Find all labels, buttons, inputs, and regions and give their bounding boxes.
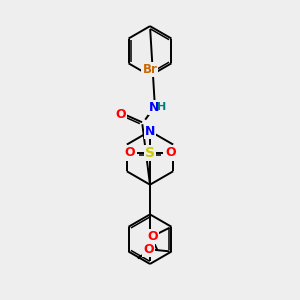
Text: N: N	[149, 101, 159, 114]
Text: S: S	[145, 146, 155, 160]
Text: Br: Br	[142, 63, 158, 76]
Text: O: O	[166, 146, 176, 160]
Text: O: O	[124, 146, 134, 160]
Text: O: O	[143, 243, 154, 256]
Text: N: N	[145, 125, 155, 138]
Text: H: H	[157, 102, 167, 112]
Text: O: O	[147, 230, 158, 243]
Text: O: O	[115, 108, 126, 121]
